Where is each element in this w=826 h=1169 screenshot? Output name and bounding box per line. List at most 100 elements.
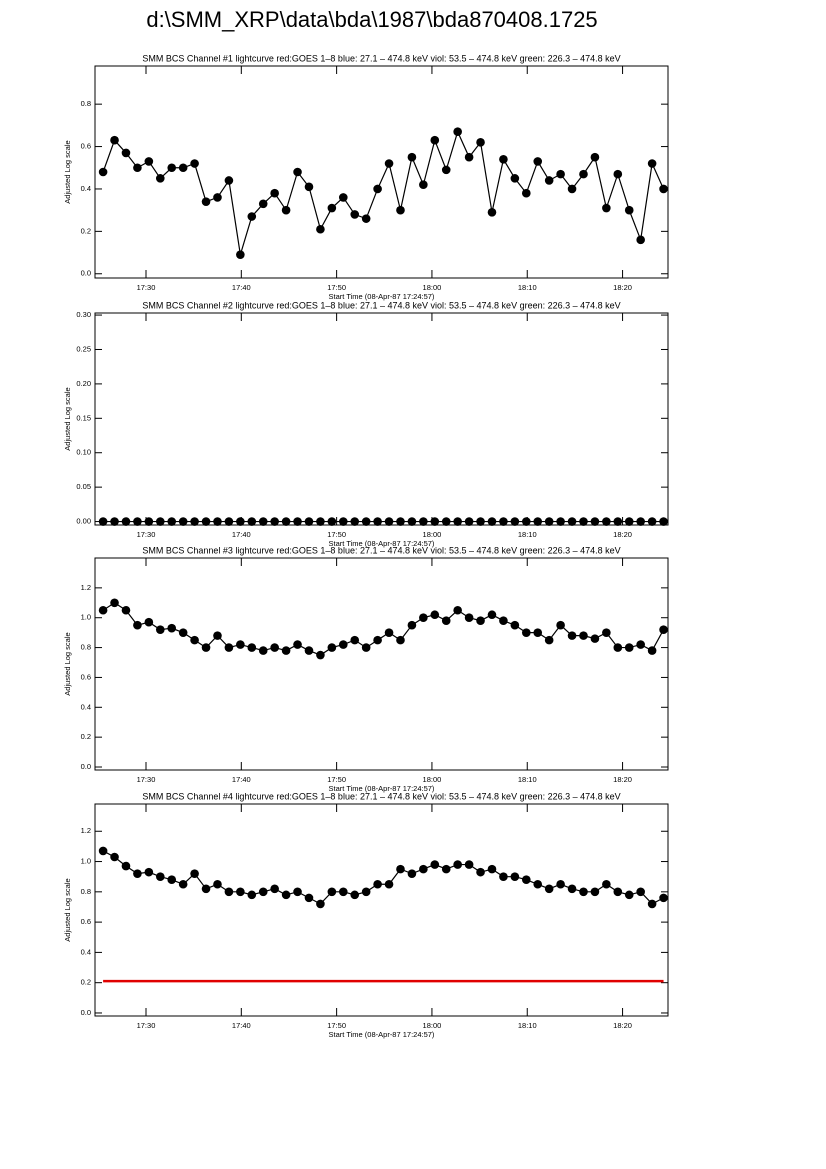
y-tick-label: 0.0 (81, 269, 91, 278)
data-point (510, 174, 520, 183)
data-point (155, 174, 165, 183)
y-tick-label: 0.8 (81, 99, 91, 108)
data-point (121, 148, 131, 158)
data-point (544, 517, 554, 526)
x-tick-label: 18:00 (423, 530, 442, 539)
data-point (533, 628, 543, 637)
data-point (350, 517, 360, 526)
data-point (224, 887, 234, 897)
data-point (201, 517, 211, 526)
data-point (659, 517, 668, 526)
y-tick-label: 0.0 (81, 762, 91, 771)
x-tick-label: 17:30 (137, 530, 156, 539)
data-point (350, 210, 360, 219)
data-point (579, 517, 588, 526)
data-point (213, 517, 222, 526)
data-point (384, 879, 394, 889)
data-point (247, 890, 257, 900)
data-point (647, 899, 657, 909)
data-point (178, 163, 188, 173)
data-point (155, 872, 165, 881)
y-tick-label: 0.8 (81, 643, 91, 652)
data-point (304, 182, 314, 192)
y-axis-label: Adjusted Log scale (63, 140, 72, 203)
x-tick-label: 18:20 (613, 283, 632, 292)
data-point (167, 623, 177, 633)
data-point (384, 159, 394, 168)
y-tick-label: 0.0 (81, 1008, 91, 1017)
y-tick-label: 0.6 (81, 142, 91, 151)
data-point (270, 643, 279, 652)
data-point (281, 205, 291, 215)
data-point (361, 643, 371, 652)
y-tick-label: 0.6 (81, 672, 91, 681)
data-point (624, 643, 634, 652)
data-point (190, 869, 199, 878)
data-point (590, 634, 600, 643)
data-point (110, 517, 119, 526)
data-point (544, 635, 554, 645)
data-point (258, 646, 268, 655)
data-point (110, 598, 119, 608)
data-point (178, 517, 188, 526)
data-point (624, 890, 634, 900)
data-point (396, 517, 405, 526)
data-point (247, 212, 257, 221)
data-point (567, 884, 577, 894)
data-point (224, 176, 234, 185)
data-point (167, 875, 177, 885)
data-point (476, 517, 485, 526)
data-point (464, 152, 474, 162)
data-point (338, 193, 348, 202)
x-tick-label: 18:10 (518, 283, 537, 292)
data-point (407, 869, 417, 878)
data-point (236, 640, 245, 649)
data-point (270, 188, 279, 198)
x-tick-label: 18:00 (423, 775, 442, 784)
data-point (293, 517, 302, 526)
x-tick-label: 18:10 (518, 1021, 537, 1030)
data-point (361, 517, 371, 526)
data-point (556, 169, 565, 179)
data-point (201, 197, 211, 206)
x-axis-label: Start Time (08-Apr-87 17:24:57) (329, 292, 435, 301)
data-point (602, 517, 611, 526)
data-point (441, 165, 451, 175)
data-point (384, 517, 394, 526)
data-point (258, 887, 268, 897)
x-tick-label: 18:20 (613, 1021, 632, 1030)
data-point (98, 605, 108, 615)
y-tick-label: 0.15 (76, 413, 91, 422)
data-point (155, 625, 165, 634)
data-point (602, 879, 611, 889)
y-tick-label: 0.2 (81, 226, 91, 235)
x-tick-label: 17:40 (232, 1021, 251, 1030)
data-point (121, 517, 131, 526)
data-point (133, 620, 142, 630)
data-point (190, 159, 199, 168)
data-point (487, 207, 497, 217)
data-point (281, 517, 291, 526)
data-point (361, 214, 371, 223)
x-tick-label: 17:40 (232, 530, 251, 539)
data-point (487, 864, 497, 874)
data-point (327, 643, 337, 652)
data-point (567, 517, 577, 526)
data-point (396, 864, 405, 874)
data-point (659, 184, 668, 194)
data-point (236, 517, 245, 526)
data-point (533, 879, 543, 889)
x-tick-label: 17:50 (327, 775, 346, 784)
data-point (407, 152, 417, 162)
data-point (327, 887, 337, 897)
data-point (613, 169, 623, 179)
data-point (201, 884, 211, 894)
data-point (407, 620, 417, 630)
data-point (521, 628, 531, 637)
data-point (350, 635, 360, 645)
data-point (453, 127, 462, 137)
x-tick-label: 17:40 (232, 283, 251, 292)
x-axis-label: Start Time (08-Apr-87 17:24:57) (329, 1030, 435, 1039)
data-point (338, 640, 348, 649)
